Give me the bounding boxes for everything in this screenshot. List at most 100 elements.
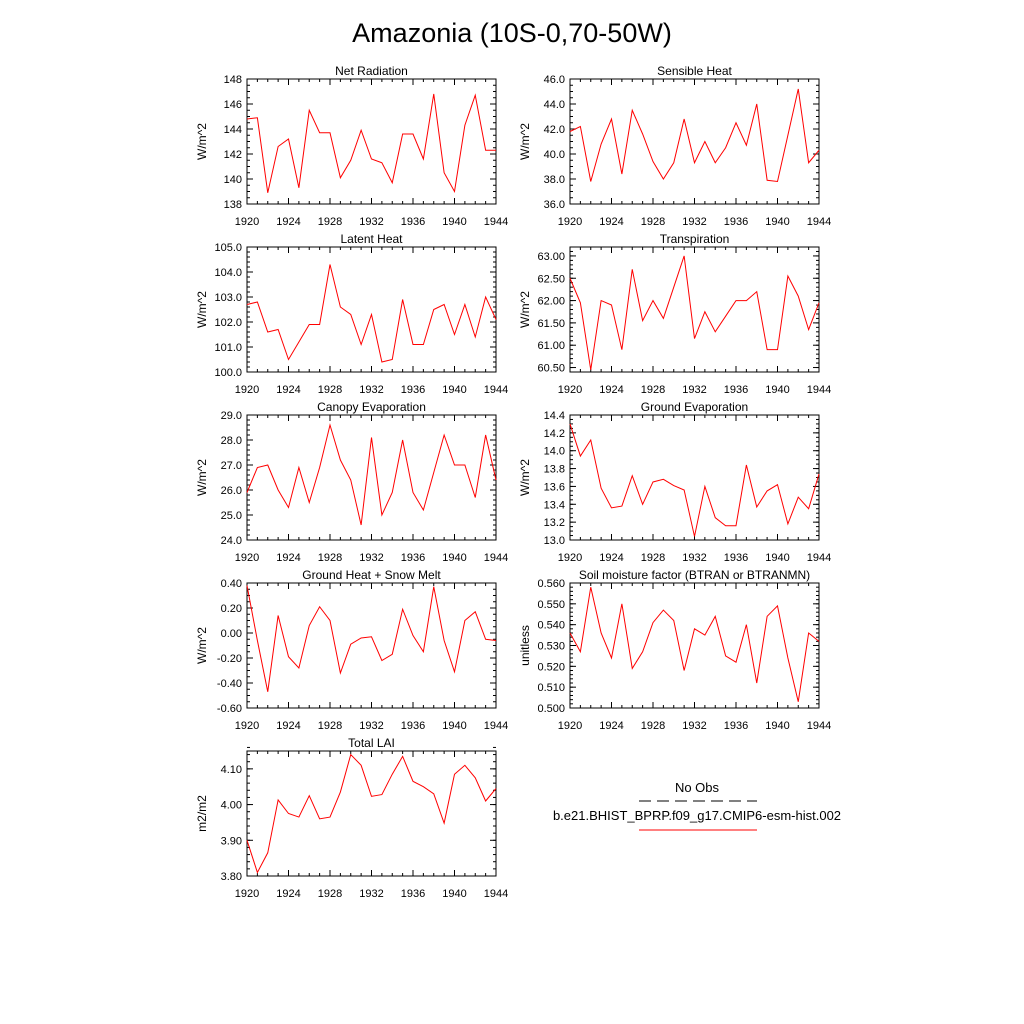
y-tick-label: -0.20	[217, 653, 242, 665]
chart-panel: Total LAI m2/m2 3.80 3.90 4.00 4.10 1920 1924 19…	[195, 736, 508, 900]
x-tick-label: 1936	[401, 216, 425, 228]
y-tick-label: 0.20	[221, 603, 242, 615]
x-tick-label: 1944	[807, 552, 831, 564]
x-tick-label: 1944	[484, 216, 508, 228]
x-tick-label: 1940	[765, 384, 789, 396]
x-tick-label: 1924	[276, 216, 300, 228]
x-tick-label: 1928	[641, 720, 665, 732]
x-tick-label: 1932	[682, 216, 706, 228]
y-tick-label: 13.2	[544, 517, 565, 529]
panel-title: Sensible Heat	[657, 64, 732, 78]
x-tick-label: 1920	[235, 216, 259, 228]
y-tick-label: 46.0	[544, 74, 565, 86]
y-tick-label: 3.80	[221, 871, 242, 883]
x-tick-label: 1924	[599, 552, 623, 564]
plot-frame	[246, 750, 497, 877]
x-tick-label: 1920	[558, 720, 582, 732]
x-tick-label: 1940	[765, 552, 789, 564]
legend-model-label: b.e21.BHIST_BPRP.f09_g17.CMIP6-esm-hist.…	[553, 808, 841, 823]
y-tick-label: 40.0	[544, 149, 565, 161]
x-tick-label: 1932	[682, 720, 706, 732]
x-tick-label: 1924	[276, 552, 300, 564]
x-tick-label: 1920	[558, 216, 582, 228]
y-tick-label: 146	[224, 99, 242, 111]
series-line	[246, 93, 496, 194]
x-tick-label: 1928	[318, 216, 342, 228]
series-line	[246, 264, 497, 363]
y-tick-label: 105.0	[214, 242, 242, 254]
panel-title: Transpiration	[660, 232, 730, 246]
x-tick-label: 1936	[401, 384, 425, 396]
y-tick-label: 61.50	[537, 318, 565, 330]
panel-title: Ground Evaporation	[641, 400, 748, 414]
y-tick-label: 13.0	[544, 535, 565, 547]
series-line	[569, 423, 820, 537]
y-tick-label: 0.550	[537, 599, 565, 611]
y-axis-label: W/m^2	[195, 627, 209, 664]
x-tick-label: 1936	[401, 888, 425, 900]
x-tick-label: 1936	[724, 720, 748, 732]
x-tick-label: 1924	[599, 384, 623, 396]
y-axis-label: unitless	[518, 625, 532, 666]
x-tick-label: 1936	[724, 552, 748, 564]
x-tick-label: 1944	[484, 384, 508, 396]
y-tick-label: 28.0	[221, 435, 242, 447]
panels: Net Radiation W/m^2 138 140 142 144 146 148 1920…	[195, 64, 831, 900]
y-tick-label: 29.0	[221, 410, 242, 422]
x-tick-label: 1920	[235, 384, 259, 396]
x-tick-label: 1944	[484, 720, 508, 732]
x-tick-label: 1940	[442, 216, 466, 228]
x-tick-label: 1940	[442, 720, 466, 732]
y-axis-label: W/m^2	[195, 291, 209, 328]
x-tick-label: 1928	[318, 720, 342, 732]
x-tick-label: 1936	[724, 384, 748, 396]
chart-panel: Latent Heat W/m^2 100.0 101.0 102.0 103.0 104.…	[195, 232, 508, 396]
y-tick-label: 24.0	[221, 535, 242, 547]
chart-panel: Canopy Evaporation W/m^2 24.0 25.0 26.0 27.0 2…	[195, 400, 508, 564]
y-tick-label: 13.4	[544, 499, 565, 511]
y-tick-label: 0.520	[537, 661, 565, 673]
y-tick-label: 62.50	[537, 273, 565, 285]
y-tick-label: 144	[224, 124, 242, 136]
x-tick-label: 1944	[807, 216, 831, 228]
y-tick-label: 0.540	[537, 620, 565, 632]
y-tick-label: 0.560	[537, 578, 565, 590]
panel-title: Soil moisture factor (BTRAN or BTRANMN)	[579, 568, 810, 582]
y-axis-label: W/m^2	[195, 123, 209, 160]
x-tick-label: 1928	[318, 384, 342, 396]
y-tick-label: 14.2	[544, 428, 565, 440]
panel-title: Latent Heat	[340, 232, 403, 246]
x-tick-label: 1944	[484, 888, 508, 900]
y-tick-label: 42.0	[544, 124, 565, 136]
plot-frame	[246, 414, 497, 541]
chart-panel: Ground Evaporation W/m^2 13.0 13.2 13.4 13.6 1…	[518, 400, 831, 564]
x-tick-label: 1928	[318, 888, 342, 900]
y-tick-label: 60.50	[537, 363, 565, 375]
y-tick-label: 0.00	[221, 628, 242, 640]
x-tick-label: 1924	[276, 888, 300, 900]
plot-frame	[569, 414, 820, 541]
plot-frame	[569, 582, 820, 709]
series-line	[569, 88, 820, 183]
panel-title: Canopy Evaporation	[317, 400, 426, 414]
y-tick-label: 102.0	[214, 317, 242, 329]
y-axis-label: W/m^2	[195, 459, 209, 496]
x-tick-label: 1936	[401, 720, 425, 732]
y-tick-label: 142	[224, 149, 242, 161]
y-tick-label: 26.0	[221, 485, 242, 497]
y-tick-label: 13.6	[544, 481, 565, 493]
chart-panel: Net Radiation W/m^2 138 140 142 144 146 148 1920…	[195, 64, 508, 228]
y-tick-label: 4.00	[221, 800, 242, 812]
chart-panel: Soil moisture factor (BTRAN or BTRANMN) u…	[518, 568, 831, 732]
x-tick-label: 1920	[235, 888, 259, 900]
series-line	[246, 585, 497, 692]
x-tick-label: 1928	[318, 552, 342, 564]
x-tick-label: 1924	[276, 384, 300, 396]
y-tick-label: 4.10	[221, 764, 242, 776]
x-tick-label: 1924	[276, 720, 300, 732]
y-tick-label: 0.530	[537, 641, 565, 653]
panel-title: Net Radiation	[335, 64, 408, 78]
y-tick-label: 0.40	[221, 578, 242, 590]
x-tick-label: 1924	[599, 720, 623, 732]
y-tick-label: 140	[224, 174, 242, 186]
